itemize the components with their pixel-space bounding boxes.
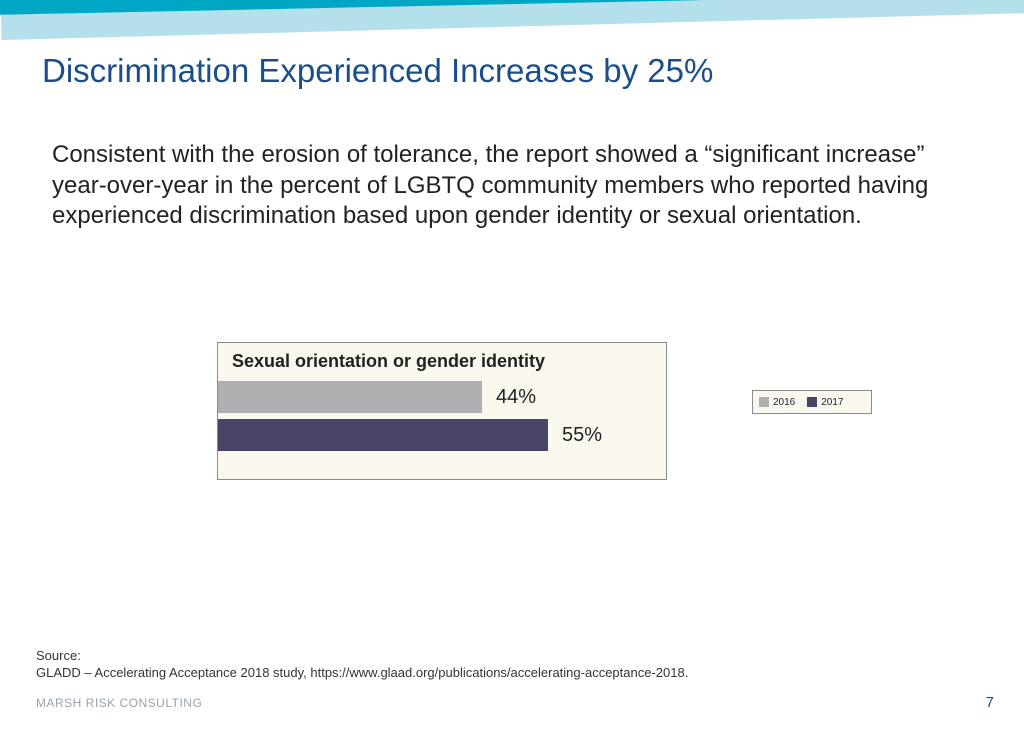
- bar: [218, 419, 548, 451]
- bar-row: 55%: [218, 419, 602, 451]
- bar: [218, 381, 482, 413]
- bar-value-label: 44%: [496, 386, 536, 409]
- footer-brand: MARSH RISK CONSULTING: [36, 696, 202, 710]
- legend-swatch: [807, 397, 817, 407]
- bar-value-label: 55%: [562, 424, 602, 447]
- legend-swatch: [759, 397, 769, 407]
- page-number: 7: [986, 694, 994, 711]
- legend-label: 2017: [821, 397, 843, 408]
- chart-panel: Sexual orientation or gender identity 44…: [217, 342, 667, 480]
- legend-panel: 2016 2017: [752, 390, 872, 414]
- chart-title: Sexual orientation or gender identity: [232, 351, 545, 372]
- header-banner: [0, 0, 1024, 48]
- bar-row: 44%: [218, 381, 536, 413]
- source-text: GLADD – Accelerating Acceptance 2018 stu…: [36, 665, 688, 682]
- slide-title: Discrimination Experienced Increases by …: [42, 52, 713, 90]
- source-citation: Source: GLADD – Accelerating Acceptance …: [36, 648, 688, 682]
- legend-label: 2016: [773, 397, 795, 408]
- body-paragraph: Consistent with the erosion of tolerance…: [52, 140, 932, 232]
- source-label: Source:: [36, 648, 688, 665]
